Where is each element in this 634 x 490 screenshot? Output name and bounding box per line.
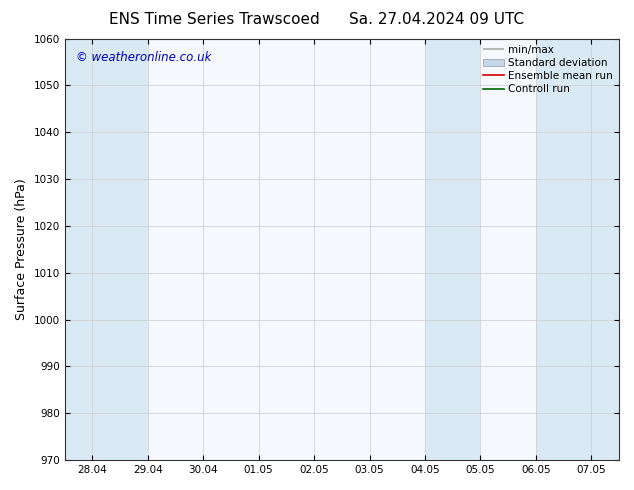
Bar — [536, 39, 619, 460]
Bar — [65, 39, 148, 460]
Text: ENS Time Series Trawscoed      Sa. 27.04.2024 09 UTC: ENS Time Series Trawscoed Sa. 27.04.2024… — [110, 12, 524, 27]
Text: © weatheronline.co.uk: © weatheronline.co.uk — [75, 51, 211, 64]
Bar — [425, 39, 481, 460]
Legend: min/max, Standard deviation, Ensemble mean run, Controll run: min/max, Standard deviation, Ensemble me… — [479, 41, 617, 98]
Y-axis label: Surface Pressure (hPa): Surface Pressure (hPa) — [15, 178, 28, 320]
